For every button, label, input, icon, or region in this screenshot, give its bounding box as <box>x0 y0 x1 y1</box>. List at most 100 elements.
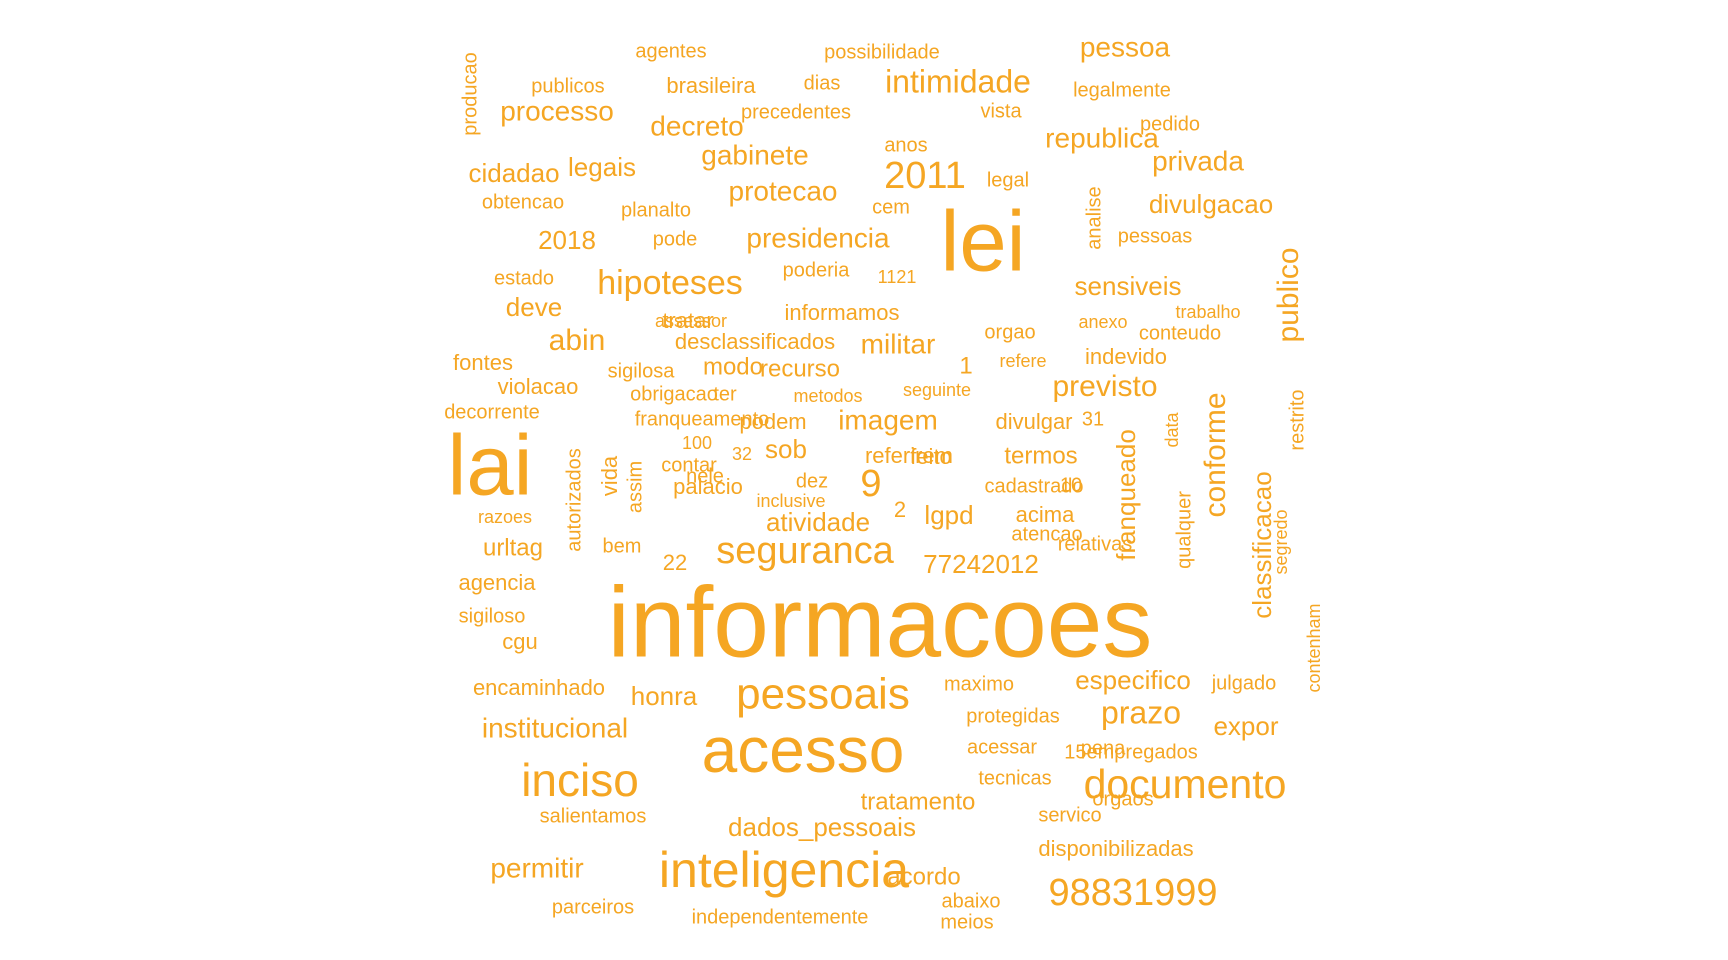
cloud-word: permitir <box>490 852 583 883</box>
cloud-word: gabinete <box>701 139 808 170</box>
cloud-word: acessar <box>967 736 1037 758</box>
cloud-word: sigiloso <box>459 605 526 627</box>
cloud-word: legais <box>568 152 636 182</box>
cloud-word: imagem <box>838 404 938 435</box>
cloud-word: assim <box>624 461 646 513</box>
cloud-word: 100 <box>682 433 712 453</box>
cloud-word: pena <box>1081 737 1126 759</box>
cloud-word: militar <box>861 328 936 359</box>
cloud-word: pessoais <box>736 670 910 719</box>
cloud-word: encaminhado <box>473 675 605 700</box>
cloud-word: meios <box>940 911 993 933</box>
cloud-word: precedentes <box>741 101 851 123</box>
cloud-word: seguinte <box>903 380 971 400</box>
cloud-word: julgado <box>1211 672 1277 694</box>
cloud-word: especifico <box>1075 665 1191 695</box>
cloud-word: 31 <box>1082 408 1104 430</box>
cloud-word: acordo <box>887 863 960 890</box>
cloud-word: inclusive <box>756 491 825 511</box>
cloud-word: orgaos <box>1092 788 1153 810</box>
cloud-word: vista <box>980 100 1022 122</box>
cloud-word: agentes <box>635 40 706 62</box>
cloud-word: 9 <box>860 463 881 505</box>
cloud-word: trabalho <box>1175 302 1240 322</box>
cloud-word: poderia <box>783 259 851 281</box>
cloud-word: honra <box>631 681 698 711</box>
cloud-word: qualquer <box>1173 491 1195 569</box>
cloud-word: obrigacao <box>630 383 718 405</box>
cloud-word: pode <box>653 228 698 250</box>
cloud-word: estado <box>494 267 554 289</box>
cloud-word: contar <box>661 454 717 476</box>
cloud-word: cem <box>872 196 910 218</box>
cloud-word: institucional <box>482 712 628 743</box>
cloud-word: bem <box>603 535 642 557</box>
cloud-word: inciso <box>521 754 639 806</box>
cloud-word: pedido <box>1140 113 1200 135</box>
cloud-word: parceiros <box>552 896 634 918</box>
cloud-word: 2011 <box>884 155 966 197</box>
cloud-word: modo <box>703 353 763 380</box>
cloud-word: 77242012 <box>923 549 1039 579</box>
cloud-word: documento <box>1084 761 1287 807</box>
cloud-word: cidadao <box>468 158 559 188</box>
cloud-word: anos <box>884 134 927 156</box>
cloud-word: feito <box>910 444 952 469</box>
cloud-word: protegidas <box>966 705 1059 727</box>
cloud-word: tratamento <box>861 788 976 815</box>
cloud-word: 2018 <box>538 225 596 255</box>
cloud-word: analise <box>1083 186 1105 249</box>
cloud-word: planalto <box>621 199 691 221</box>
cloud-word: publicos <box>531 75 604 97</box>
cloud-word: 2 <box>894 497 906 522</box>
cloud-word: dez <box>796 470 828 492</box>
cloud-word: segredo <box>1271 509 1291 574</box>
cloud-word: publico <box>1272 247 1305 342</box>
cloud-word: prazo <box>1101 694 1181 730</box>
cloud-word: assessor <box>655 311 727 331</box>
cloud-word: atencao <box>1011 523 1082 545</box>
cloud-word: palacio <box>673 474 743 499</box>
cloud-word: 10 <box>1060 474 1082 496</box>
cloud-word: termos <box>1004 442 1077 469</box>
cloud-word: sob <box>765 434 807 464</box>
cloud-word: atividade <box>766 507 870 537</box>
cloud-word: 32 <box>732 444 752 464</box>
cloud-word: conteudo <box>1139 322 1221 344</box>
cloud-word: data <box>1162 412 1182 448</box>
cloud-word: acima <box>1016 502 1075 527</box>
cloud-word: lei <box>940 194 1025 289</box>
cloud-word: podem <box>739 409 806 434</box>
cloud-word: metodos <box>793 386 862 406</box>
cloud-word: recurso <box>760 355 840 382</box>
cloud-word: lgpd <box>924 500 973 530</box>
cloud-word: divulgacao <box>1149 189 1273 219</box>
cloud-word: deve <box>506 292 562 322</box>
cloud-word: dados_pessoais <box>728 812 916 842</box>
cloud-word: relativas <box>1058 533 1132 555</box>
cloud-word: disponibilizadas <box>1038 836 1193 861</box>
cloud-word: maximo <box>944 673 1014 695</box>
cloud-word: obtencao <box>482 191 564 213</box>
cloud-word: processo <box>500 95 614 126</box>
cloud-word: pessoas <box>1118 225 1193 247</box>
cloud-word: franqueamento <box>635 408 770 430</box>
cloud-word: seguranca <box>716 530 894 572</box>
cloud-word: indevido <box>1085 344 1167 369</box>
cloud-word: classificacao <box>1247 471 1277 618</box>
cloud-word: republica <box>1045 122 1159 153</box>
cloud-word: dias <box>804 72 841 94</box>
cloud-word: conforme <box>1199 392 1232 517</box>
cloud-word: franqueado <box>1111 429 1141 561</box>
cloud-word: informacoes <box>608 566 1153 678</box>
cloud-word: ter <box>713 383 737 405</box>
cloud-word: decorrente <box>444 401 540 423</box>
cloud-word: legal <box>987 169 1029 191</box>
cloud-word: inteligencia <box>659 842 909 898</box>
cloud-word: possibilidade <box>824 41 940 63</box>
cloud-word: producao <box>459 52 481 135</box>
cloud-word: 22 <box>663 550 687 575</box>
cloud-word: cgu <box>502 629 537 654</box>
cloud-word: razoes <box>478 507 532 527</box>
